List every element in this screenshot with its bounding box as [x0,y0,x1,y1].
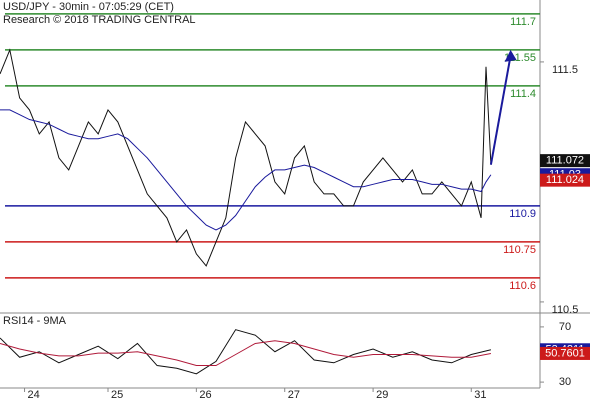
arrow-head [504,49,517,62]
level-label: 110.6 [509,280,536,292]
price-tag-box [540,346,590,360]
price-tag-box [540,154,590,168]
price-tag: 111.072 [540,154,590,168]
y-tick-label: 110.5 [552,304,579,316]
price-tag-label: 111.072 [546,155,584,167]
x-tick-label: 29 [376,389,388,400]
y-tick-label: 30 [559,376,571,388]
chart-subtitle: Research © 2018 TRADING CENTRAL [3,14,196,26]
series-line [0,329,492,375]
level-label: 110.75 [503,244,536,256]
price-tag: 111.024 [540,173,590,187]
y-tick-label: 70 [559,321,571,333]
level-label: 111.7 [510,16,536,28]
level-label: 111.4 [510,88,536,100]
price-tag: 50.7601 [540,346,590,360]
series-line [0,48,492,267]
x-tick-label: 25 [111,389,123,400]
projection-arrow [489,55,512,165]
chart-title: USD/JPY - 30min - 07:05:29 (CET) [3,1,174,13]
price-tag-label: 111.024 [546,174,584,186]
x-tick-label: 24 [28,389,40,400]
x-tick-label: 27 [288,389,300,400]
level-label: 110.9 [509,208,536,220]
price-tag-box [540,173,590,187]
x-tick-label: 26 [199,389,211,400]
series-line [0,109,492,231]
series-line [0,340,492,367]
y-tick-label: 111.5 [552,64,578,76]
x-tick-label: 31 [474,389,486,400]
panel-title: RSI14 - 9MA [3,315,67,327]
price-tag-label: 50.7601 [545,347,585,359]
